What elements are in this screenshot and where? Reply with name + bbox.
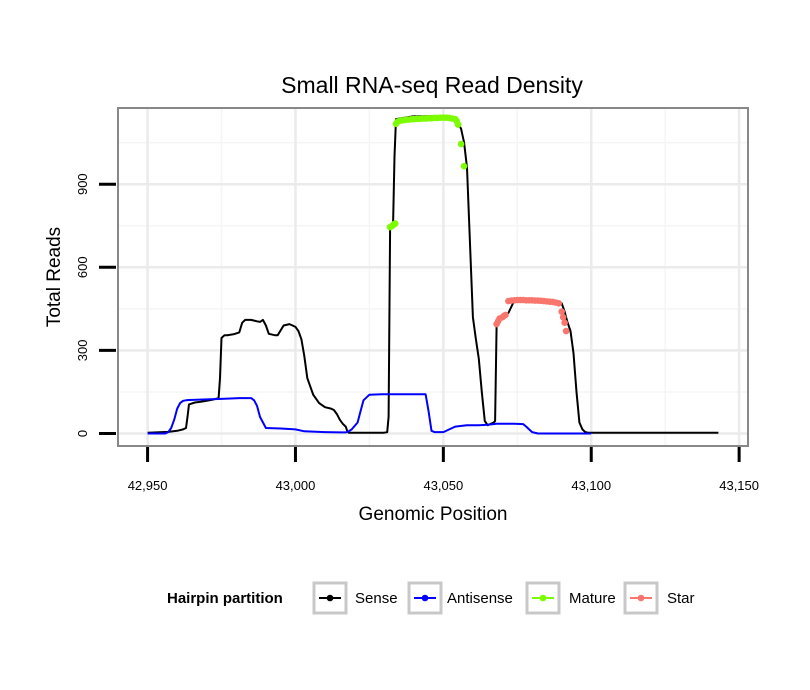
y-tick-label: 0 (75, 430, 90, 437)
y-tick-label: 600 (75, 256, 90, 278)
x-tick-label: 43,050 (423, 478, 463, 493)
y-tick-label: 300 (75, 340, 90, 362)
y-axis-title: Total Reads (44, 227, 65, 327)
legend-label-mature: Mature (569, 590, 616, 607)
plot-panel (117, 107, 749, 447)
data-point-mature (391, 220, 399, 227)
data-point-mature (454, 121, 462, 128)
series-line-antisense (147, 393, 592, 435)
data-point-star (562, 327, 570, 335)
chart-title: Small RNA-seq Read Density (281, 72, 583, 98)
data-point-star (561, 319, 568, 327)
y-tick-label: 900 (75, 173, 90, 195)
data-point-mature (460, 162, 468, 170)
legend-label-sense: Sense (355, 590, 398, 607)
x-axis: 42,950 43,000 43,050 43,100 43,150 (128, 447, 759, 493)
legend-title: Hairpin partition (167, 590, 283, 607)
data-point-star (558, 308, 565, 315)
legend-label-antisense: Antisense (447, 590, 513, 607)
x-tick-label: 43,100 (571, 478, 611, 493)
data-point-star (555, 300, 563, 307)
legend-key-dot-mature (539, 594, 547, 602)
y-axis: 0 300 600 900 (75, 173, 116, 437)
data-point-mature (457, 140, 465, 148)
legend: Hairpin partition Sense Antisense Mature St… (167, 581, 695, 615)
x-axis-title: Genomic Position (359, 504, 508, 525)
x-tick-label: 43,000 (276, 478, 316, 493)
x-tick-label: 42,950 (128, 478, 168, 493)
data-point-star (559, 313, 567, 321)
data-point-star (502, 311, 509, 319)
data-layer (147, 114, 719, 435)
panel-border (117, 107, 749, 447)
legend-key-dot-star (637, 594, 645, 602)
x-tick-label: 43,150 (719, 478, 759, 493)
panel-background (118, 108, 748, 446)
legend-label-star: Star (667, 590, 695, 607)
legend-key-dot-sense (326, 594, 334, 602)
legend-key-dot-antisense (421, 594, 429, 602)
